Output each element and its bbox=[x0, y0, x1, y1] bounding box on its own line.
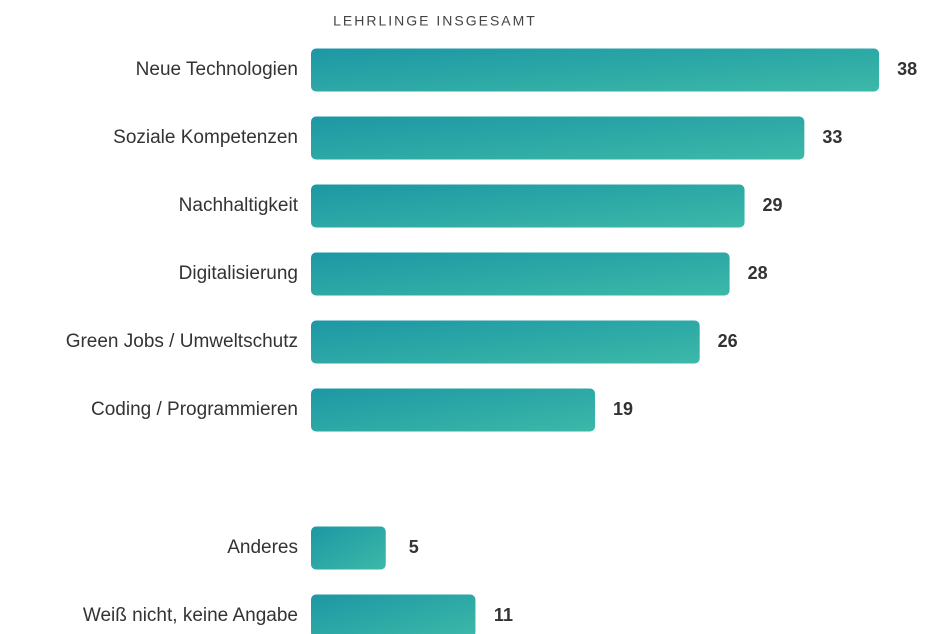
value-label: 11 bbox=[494, 605, 513, 625]
value-label: 26 bbox=[718, 331, 738, 351]
category-label: Coding / Programmieren bbox=[91, 399, 298, 420]
bar bbox=[311, 252, 730, 296]
bar bbox=[311, 594, 476, 634]
category-label: Soziale Kompetenzen bbox=[113, 127, 298, 148]
value-label: 38 bbox=[897, 59, 917, 79]
value-label: 33 bbox=[822, 127, 842, 147]
bar bbox=[311, 184, 745, 228]
category-label: Digitalisierung bbox=[179, 263, 298, 284]
bar bbox=[311, 388, 596, 432]
category-label: Nachhaltigkeit bbox=[179, 195, 299, 216]
value-label: 19 bbox=[613, 399, 633, 419]
bar bbox=[311, 116, 805, 160]
value-label: 5 bbox=[409, 537, 419, 557]
value-label: 29 bbox=[763, 195, 783, 215]
category-label: Anderes bbox=[227, 537, 298, 558]
category-label: Weiß nicht, keine Angabe bbox=[83, 605, 298, 626]
bar bbox=[311, 526, 386, 570]
bar bbox=[311, 320, 700, 364]
chart-title: LEHRLINGE INSGESAMT bbox=[333, 13, 537, 29]
category-label: Green Jobs / Umweltschutz bbox=[66, 331, 298, 352]
bar bbox=[311, 48, 880, 92]
value-label: 28 bbox=[748, 263, 768, 283]
category-label: Neue Technologien bbox=[136, 59, 298, 80]
